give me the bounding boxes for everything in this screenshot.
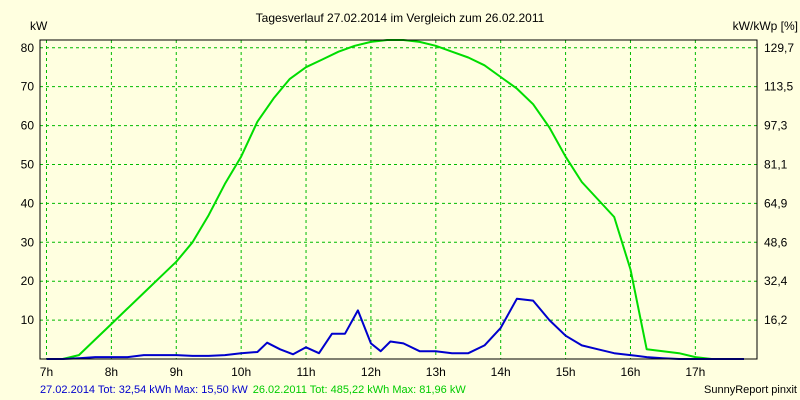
x-tick-label: 14h xyxy=(491,365,511,379)
y-tick-label-right: 48,6 xyxy=(764,235,788,249)
x-tick-label: 8h xyxy=(105,365,118,379)
legend-2014: 27.02.2014 Tot: 32,54 kWh Max: 15,50 kW xyxy=(40,384,248,396)
y-tick-label-left: 10 xyxy=(21,313,35,327)
x-tick-label: 13h xyxy=(426,365,446,379)
y-tick-label-right: 16,2 xyxy=(764,313,788,327)
x-tick-label: 17h xyxy=(685,365,705,379)
y-tick-label-right: 32,4 xyxy=(764,274,788,288)
y-tick-labels-left: 10 20 30 40 50 60 70 80 xyxy=(21,41,35,327)
x-tick-label: 16h xyxy=(620,365,640,379)
grid xyxy=(40,40,757,359)
x-tick-label: 11h xyxy=(296,365,315,379)
series-line-27-02-2014 xyxy=(46,297,744,360)
y-tick-label-right: 97,3 xyxy=(764,119,788,133)
x-tick-label: 15h xyxy=(556,365,576,379)
y-tick-label-left: 80 xyxy=(21,41,35,55)
y-tick-label-right: 81,1 xyxy=(764,157,788,171)
x-tick-label: 7h xyxy=(40,365,53,379)
x-tick-labels: 7h 8h 9h 10h 11h 12h 13h 14h 15h 16h 17h xyxy=(40,365,706,379)
x-tick-label: 12h xyxy=(361,365,381,379)
y-tick-label-left: 70 xyxy=(21,80,35,94)
y-tick-label-left: 60 xyxy=(21,119,35,133)
y-tick-label-right: 64,9 xyxy=(764,196,788,210)
y-axis-right-label: kW/kWp [%] xyxy=(733,19,798,33)
y-axis-left-label: kW xyxy=(30,19,48,33)
y-tick-label-right: 129,7 xyxy=(764,41,794,55)
y-tick-label-left: 20 xyxy=(21,274,35,288)
plot-frame xyxy=(39,39,758,360)
y-tick-label-left: 40 xyxy=(21,196,35,210)
credit: SunnyReport pinxit xyxy=(704,384,797,396)
y-tick-label-right: 113,5 xyxy=(764,80,793,94)
x-tick-label: 9h xyxy=(170,365,183,379)
x-tick-label: 10h xyxy=(231,365,251,379)
y-tick-labels-right: 16,2 32,4 48,6 64,9 81,1 97,3 113,5 129,7 xyxy=(764,41,794,327)
legend-2011: 26.02.2011 Tot: 485,22 kWh Max: 81,96 kW xyxy=(253,384,467,396)
chart-title: Tagesverlauf 27.02.2014 im Vergleich zum… xyxy=(256,11,545,25)
y-tick-label-left: 30 xyxy=(21,235,35,249)
y-tick-label-left: 50 xyxy=(21,157,35,171)
